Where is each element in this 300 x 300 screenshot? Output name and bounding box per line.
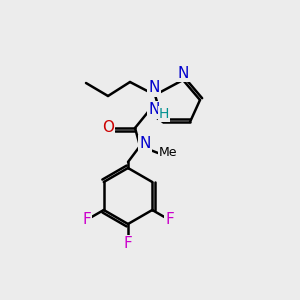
Text: Me: Me <box>159 146 177 160</box>
Text: H: H <box>159 107 169 121</box>
Text: N: N <box>148 80 160 95</box>
Text: O: O <box>102 119 114 134</box>
Text: N: N <box>177 65 189 80</box>
Text: N: N <box>139 136 151 152</box>
Text: F: F <box>165 212 174 227</box>
Text: F: F <box>124 236 132 251</box>
Text: N: N <box>148 103 160 118</box>
Text: F: F <box>82 212 91 227</box>
